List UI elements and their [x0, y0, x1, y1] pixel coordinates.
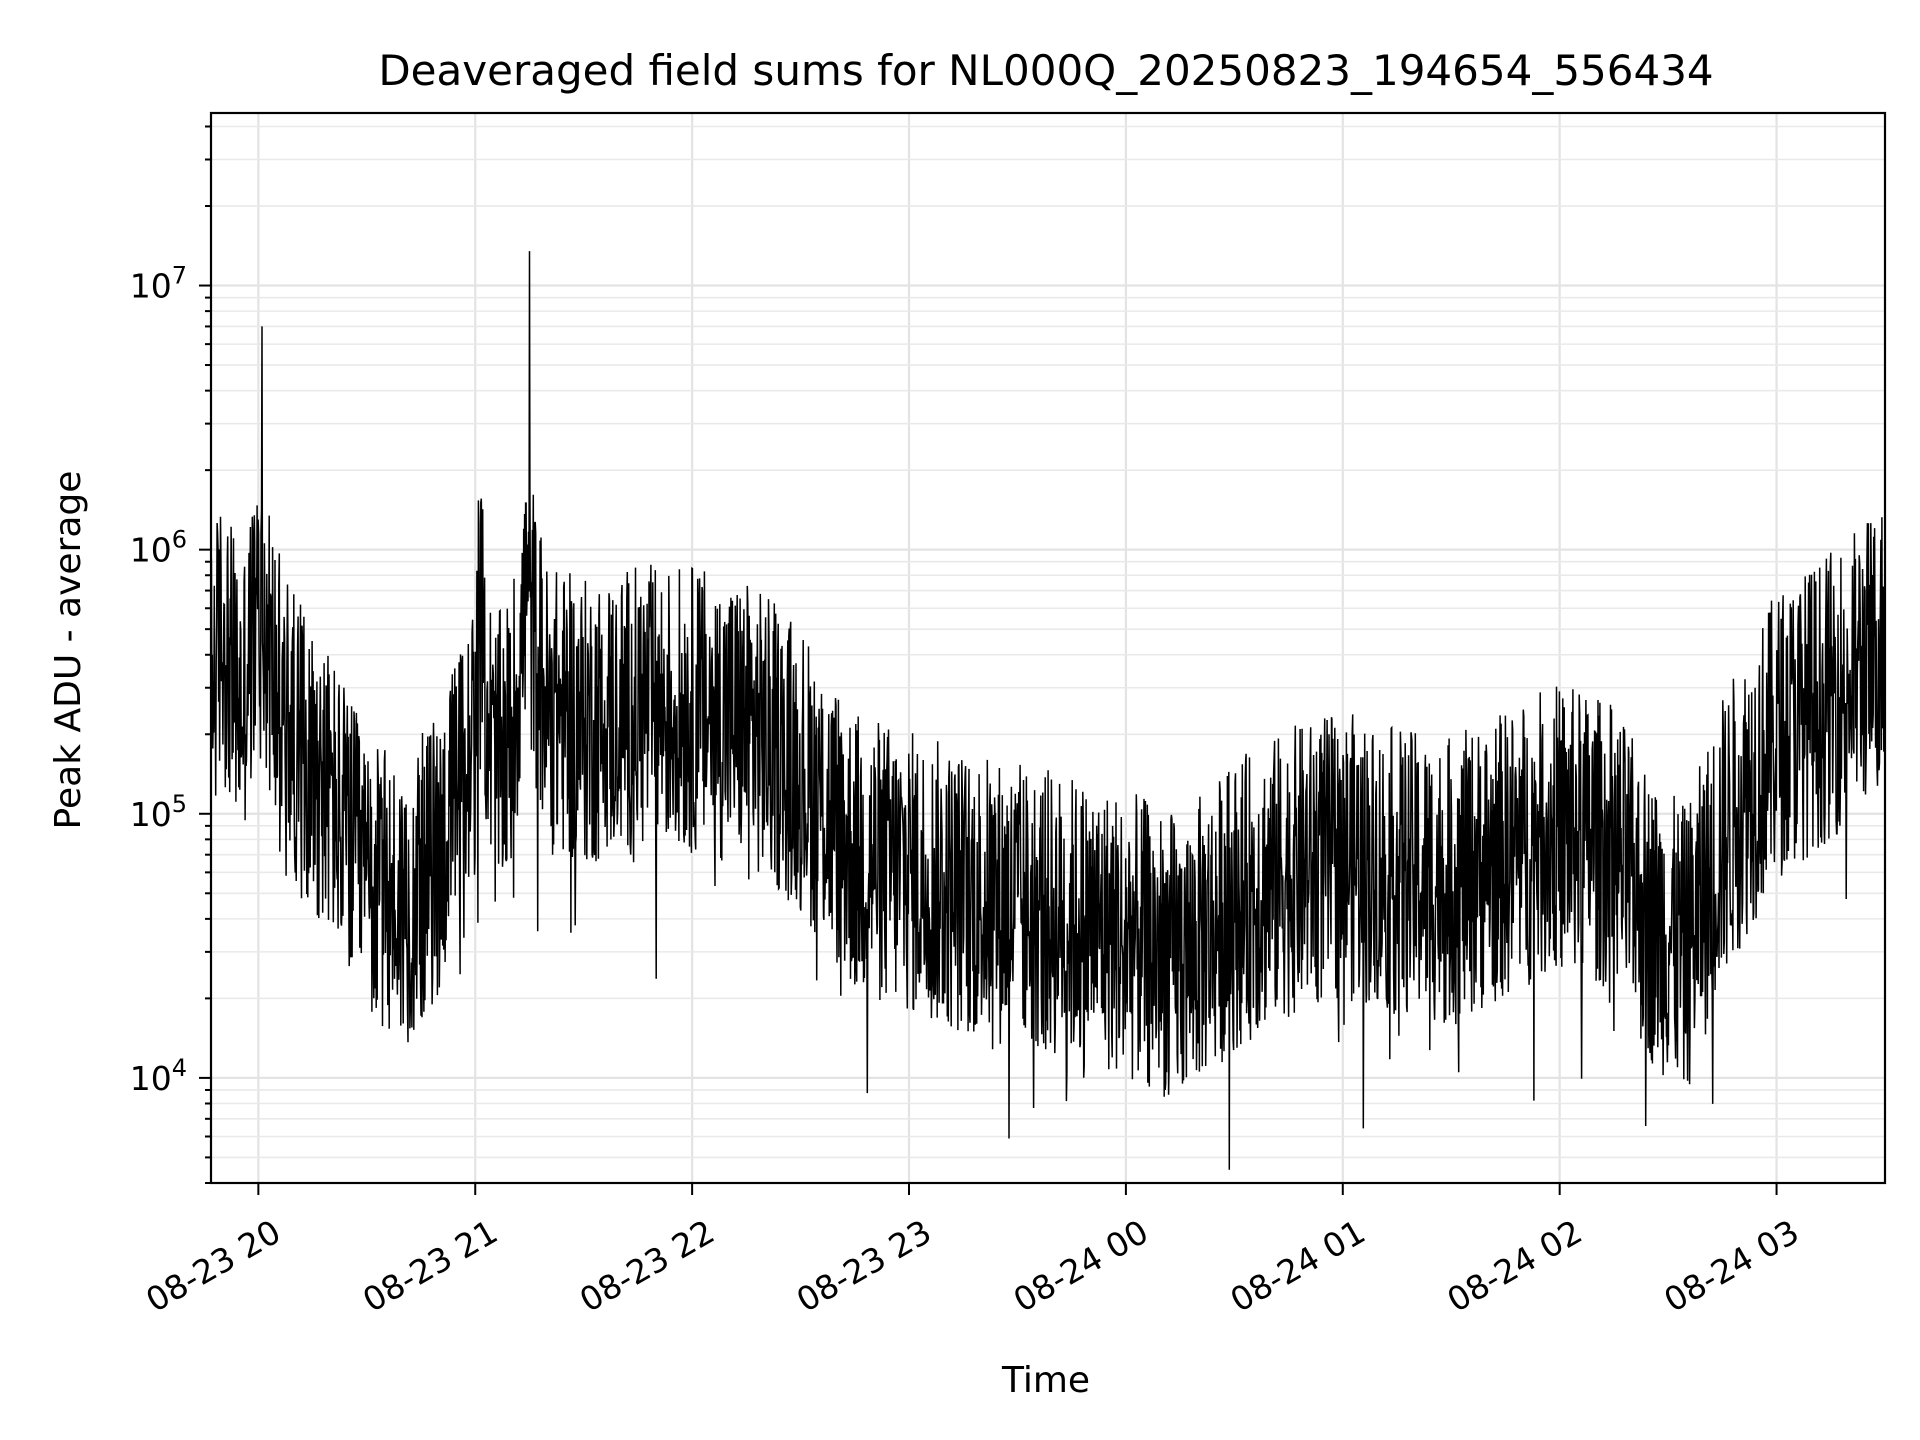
x-tick-label: 08-24 01: [1224, 1212, 1372, 1320]
x-tick-label: 08-23 23: [790, 1212, 938, 1320]
x-tick-label: 08-24 02: [1441, 1212, 1589, 1320]
x-axis: 08-23 20 08-23 21 08-23 22 08-23 23 08-24 00…: [139, 1183, 1805, 1320]
series-line: [210, 251, 1886, 1170]
y-tick-label: 106: [130, 526, 187, 570]
x-tick-label: 08-23 20: [139, 1212, 287, 1320]
chart-title: Deaveraged field sums for NL000Q_2025082…: [378, 46, 1713, 95]
y-tick-label: 107: [130, 262, 187, 306]
x-axis-label: Time: [1001, 1360, 1090, 1401]
x-tick-label: 08-23 21: [356, 1212, 504, 1320]
y-tick-label: 105: [130, 790, 187, 834]
y-axis-label: Peak ADU - average: [48, 471, 89, 830]
x-tick-label: 08-24 03: [1657, 1212, 1805, 1320]
y-tick-label: 104: [130, 1054, 187, 1098]
x-tick-label: 08-23 22: [573, 1212, 721, 1320]
y-axis: 104 105 106 107: [130, 125, 211, 1184]
plot-frame: [209, 111, 1887, 1185]
x-tick-label: 08-24 00: [1007, 1212, 1155, 1320]
